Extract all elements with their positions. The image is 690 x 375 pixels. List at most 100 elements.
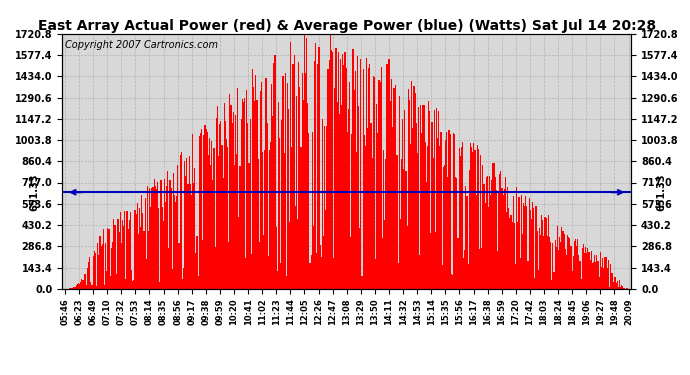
Bar <box>346 132 348 289</box>
Bar <box>193 183 195 289</box>
Bar <box>85 274 86 289</box>
Bar <box>576 246 577 289</box>
Bar <box>330 34 331 289</box>
Bar <box>591 251 592 289</box>
Bar <box>340 59 341 289</box>
Bar <box>218 156 219 289</box>
Bar <box>199 136 200 289</box>
Bar <box>317 64 319 289</box>
Bar <box>362 69 364 289</box>
Bar <box>73 287 75 289</box>
Bar <box>280 263 282 289</box>
Bar <box>167 171 168 289</box>
Bar <box>451 274 452 289</box>
Bar <box>70 288 71 289</box>
Bar <box>302 73 303 289</box>
Bar <box>420 105 422 289</box>
Bar <box>183 268 184 289</box>
Bar <box>359 228 360 289</box>
Bar <box>266 123 268 289</box>
Bar <box>491 180 493 289</box>
Bar <box>511 222 513 289</box>
Bar <box>115 225 117 289</box>
Bar <box>601 267 602 289</box>
Bar <box>263 235 264 289</box>
Bar <box>502 195 504 289</box>
Bar <box>312 132 313 289</box>
Bar <box>234 165 235 289</box>
Bar <box>130 212 131 289</box>
Bar <box>586 253 587 289</box>
Bar <box>142 213 144 289</box>
Bar <box>197 276 199 289</box>
Bar <box>400 219 401 289</box>
Bar <box>128 229 129 289</box>
Bar <box>373 76 374 289</box>
Bar <box>305 73 306 289</box>
Bar <box>81 279 82 289</box>
Bar <box>298 62 299 289</box>
Bar <box>386 64 387 289</box>
Bar <box>612 273 613 289</box>
Bar <box>538 270 539 289</box>
Bar <box>449 134 451 289</box>
Bar <box>83 274 85 289</box>
Bar <box>215 247 216 289</box>
Bar <box>94 251 95 289</box>
Bar <box>550 242 551 289</box>
Bar <box>436 108 437 289</box>
Bar <box>399 96 400 289</box>
Bar <box>72 288 73 289</box>
Bar <box>97 243 98 289</box>
Text: 651.33: 651.33 <box>30 174 40 211</box>
Bar <box>216 118 217 289</box>
Bar <box>158 208 159 289</box>
Bar <box>489 176 490 289</box>
Bar <box>514 223 515 289</box>
Bar <box>144 231 145 289</box>
Bar <box>334 88 335 289</box>
Bar <box>245 258 246 289</box>
Bar <box>542 220 543 289</box>
Bar <box>392 127 393 289</box>
Bar <box>440 132 442 289</box>
Bar <box>272 116 273 289</box>
Text: 651.33: 651.33 <box>656 174 666 211</box>
Bar <box>429 111 431 289</box>
Bar <box>376 104 377 289</box>
Bar <box>484 203 486 289</box>
Bar <box>323 236 324 289</box>
Bar <box>106 272 108 289</box>
Bar <box>481 248 482 289</box>
Bar <box>515 264 516 289</box>
Bar <box>495 177 496 289</box>
Bar <box>518 197 520 289</box>
Bar <box>551 280 552 289</box>
Bar <box>596 255 598 289</box>
Bar <box>99 236 101 289</box>
Bar <box>529 198 530 289</box>
Bar <box>452 275 453 289</box>
Bar <box>617 280 618 289</box>
Bar <box>603 268 604 289</box>
Bar <box>421 133 422 289</box>
Bar <box>282 76 284 289</box>
Bar <box>157 182 158 289</box>
Bar <box>333 258 335 289</box>
Bar <box>184 160 185 289</box>
Bar <box>253 87 254 289</box>
Bar <box>371 158 373 289</box>
Bar <box>546 236 548 289</box>
Bar <box>233 112 234 289</box>
Bar <box>163 221 164 289</box>
Bar <box>284 73 286 289</box>
Bar <box>342 54 344 289</box>
Bar <box>88 262 89 289</box>
Bar <box>339 114 340 289</box>
Bar <box>349 82 350 289</box>
Bar <box>271 84 273 289</box>
Bar <box>181 279 183 289</box>
Bar <box>331 50 332 289</box>
Bar <box>341 105 342 289</box>
Bar <box>507 187 509 289</box>
